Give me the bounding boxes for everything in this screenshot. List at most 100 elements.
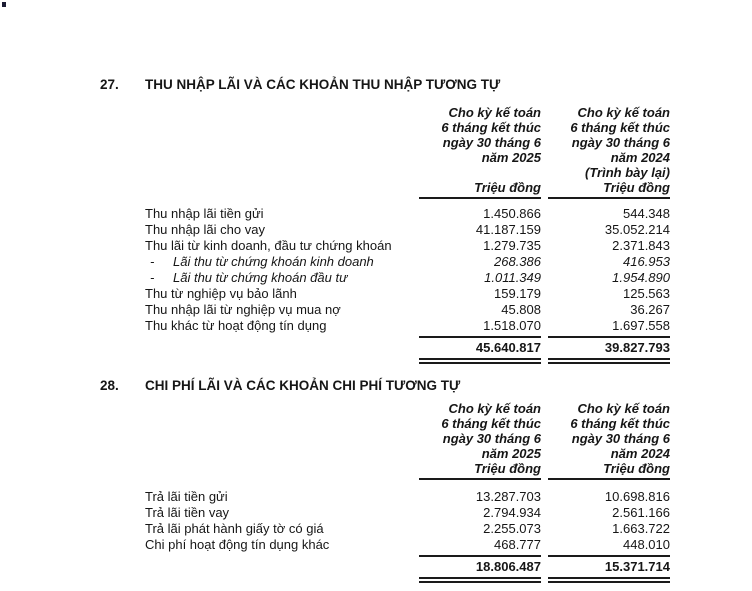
period-line: Cho kỳ kế toán: [448, 401, 541, 416]
row-value-2025: 1.011.349: [484, 270, 541, 285]
table-row: Thu khác từ hoạt động tín dụng 1.518.070…: [100, 318, 670, 334]
section-number: 28.: [100, 378, 119, 393]
row-label: Thu nhập lãi cho vay: [145, 222, 265, 237]
total-value-2025: 45.640.817: [419, 336, 541, 364]
section-heading: 28. CHI PHÍ LÃI VÀ CÁC KHOẢN CHI PHÍ TƯƠ…: [100, 378, 670, 393]
period-line: 6 tháng kết thúc: [441, 416, 541, 431]
table-row: Chi phí hoạt động tín dụng khác 468.777 …: [100, 537, 670, 553]
row-value-2024: 1.697.558: [612, 318, 670, 333]
subrow-label-text: Lãi thu từ chứng khoán kinh doanh: [173, 254, 374, 269]
period-line: 6 tháng kết thúc: [570, 120, 670, 135]
row-value-2024: 35.052.214: [604, 222, 670, 237]
table-row: Trả lãi phát hành giấy tờ có giá 2.255.0…: [100, 521, 670, 537]
section-interest-income: 27. THU NHẬP LÃI VÀ CÁC KHOẢN THU NHẬP T…: [100, 77, 670, 364]
row-value-2024: 416.953: [623, 254, 670, 269]
header-spacer: [100, 105, 419, 199]
total-value-2024: 15.371.714: [548, 555, 670, 583]
unit-label: Triệu đồng: [474, 180, 541, 195]
row-value-2024: 544.348: [623, 206, 670, 221]
table-body: Thu nhập lãi tiền gửi 1.450.866 544.348 …: [100, 206, 670, 364]
row-value-2024: 10.698.816: [604, 489, 670, 504]
table-column-headers: Cho kỳ kế toán 6 tháng kết thúc ngày 30 …: [100, 401, 670, 480]
row-value-2025: 159.179: [494, 286, 541, 301]
period-line: ngày 30 tháng 6: [571, 431, 670, 446]
restated-note: (Trình bày lại): [585, 165, 670, 180]
section-heading: 27. THU NHẬP LÃI VÀ CÁC KHOẢN THU NHẬP T…: [100, 77, 670, 92]
subrow-label-text: Lãi thu từ chứng khoán đầu tư: [173, 270, 348, 285]
table-subrow: - Lãi thu từ chứng khoán đầu tư 1.011.349…: [100, 270, 670, 286]
bullet-dash: -: [150, 254, 155, 269]
row-label: Chi phí hoạt động tín dụng khác: [145, 537, 330, 552]
total-row: 45.640.817 39.827.793: [100, 336, 670, 364]
period-line: 6 tháng kết thúc: [441, 120, 541, 135]
column-header-2024: Cho kỳ kế toán 6 tháng kết thúc ngày 30 …: [548, 105, 670, 199]
total-label-spacer: [100, 336, 419, 364]
table-row: Thu nhập lãi cho vay 41.187.159 35.052.2…: [100, 222, 670, 238]
row-value-2025: 1.279.735: [483, 238, 541, 253]
table-subrow: - Lãi thu từ chứng khoán kinh doanh 268.3…: [100, 254, 670, 270]
row-value-2025: 268.386: [494, 254, 541, 269]
section-title: CHI PHÍ LÃI VÀ CÁC KHOẢN CHI PHÍ TƯƠNG T…: [145, 378, 461, 393]
restated-note: [419, 165, 541, 180]
row-value-2025: 468.777: [494, 537, 541, 552]
row-value-2024: 1.954.890: [612, 270, 670, 285]
table-row: Thu từ nghiệp vụ bảo lãnh 159.179 125.56…: [100, 286, 670, 302]
unit-label: Triệu đồng: [603, 180, 670, 195]
row-value-2024: 2.371.843: [612, 238, 670, 253]
row-value-2025: 2.255.073: [483, 521, 541, 536]
period-line: Cho kỳ kế toán: [577, 105, 670, 120]
row-label: Trả lãi tiền gửi: [145, 489, 228, 504]
total-value-2025: 18.806.487: [419, 555, 541, 583]
total-label-spacer: [100, 555, 419, 583]
period-line: năm 2025: [481, 150, 541, 165]
scan-artifact: [2, 2, 6, 7]
unit-label: Triệu đồng: [474, 461, 541, 476]
section-title: THU NHẬP LÃI VÀ CÁC KHOẢN THU NHẬP TƯƠNG…: [145, 77, 501, 92]
section-number: 27.: [100, 77, 119, 92]
table-column-headers: Cho kỳ kế toán 6 tháng kết thúc ngày 30 …: [100, 105, 670, 199]
column-header-2024: Cho kỳ kế toán 6 tháng kết thúc ngày 30 …: [548, 401, 670, 480]
row-value-2025: 1.518.070: [483, 318, 541, 333]
row-value-2025: 2.794.934: [483, 505, 541, 520]
row-label: Thu từ nghiệp vụ bảo lãnh: [145, 286, 297, 301]
row-value-2024: 36.267: [630, 302, 670, 317]
header-spacer: [100, 401, 419, 480]
row-label: Thu lãi từ kinh doanh, đầu tư chứng khoá…: [145, 238, 392, 253]
row-label: Thu nhập lãi từ nghiệp vụ mua nợ: [145, 302, 341, 317]
table-row: Trả lãi tiền vay 2.794.934 2.561.166: [100, 505, 670, 521]
row-value-2024: 2.561.166: [612, 505, 670, 520]
row-value-2025: 41.187.159: [475, 222, 541, 237]
period-line: năm 2025: [481, 446, 541, 461]
bullet-dash: -: [150, 270, 155, 285]
period-line: ngày 30 tháng 6: [442, 135, 541, 150]
total-row: 18.806.487 15.371.714: [100, 555, 670, 583]
period-line: năm 2024: [610, 446, 670, 461]
row-value-2025: 45.808: [501, 302, 541, 317]
row-label: - Lãi thu từ chứng khoán kinh doanh: [100, 254, 419, 270]
table-row: Thu nhập lãi tiền gửi 1.450.866 544.348: [100, 206, 670, 222]
row-value-2024: 448.010: [623, 537, 670, 552]
row-value-2024: 1.663.722: [612, 521, 670, 536]
table-body: Trả lãi tiền gửi 13.287.703 10.698.816 T…: [100, 489, 670, 583]
section-interest-expense: 28. CHI PHÍ LÃI VÀ CÁC KHOẢN CHI PHÍ TƯƠ…: [100, 378, 670, 583]
column-header-2025: Cho kỳ kế toán 6 tháng kết thúc ngày 30 …: [419, 105, 541, 199]
row-label: Trả lãi tiền vay: [145, 505, 230, 520]
row-label: Thu nhập lãi tiền gửi: [145, 206, 264, 221]
table-row: Thu lãi từ kinh doanh, đầu tư chứng khoá…: [100, 238, 670, 254]
row-label: Trả lãi phát hành giấy tờ có giá: [145, 521, 324, 536]
row-label: Thu khác từ hoạt động tín dụng: [145, 318, 327, 333]
period-line: Cho kỳ kế toán: [577, 401, 670, 416]
total-value-2024: 39.827.793: [548, 336, 670, 364]
period-line: Cho kỳ kế toán: [448, 105, 541, 120]
period-line: năm 2024: [610, 150, 670, 165]
table-row: Trả lãi tiền gửi 13.287.703 10.698.816: [100, 489, 670, 505]
row-label: - Lãi thu từ chứng khoán đầu tư: [100, 270, 419, 286]
table-row: Thu nhập lãi từ nghiệp vụ mua nợ 45.808 …: [100, 302, 670, 318]
row-value-2024: 125.563: [623, 286, 670, 301]
row-value-2025: 13.287.703: [475, 489, 541, 504]
period-line: ngày 30 tháng 6: [442, 431, 541, 446]
period-line: 6 tháng kết thúc: [570, 416, 670, 431]
row-value-2025: 1.450.866: [483, 206, 541, 221]
period-line: ngày 30 tháng 6: [571, 135, 670, 150]
